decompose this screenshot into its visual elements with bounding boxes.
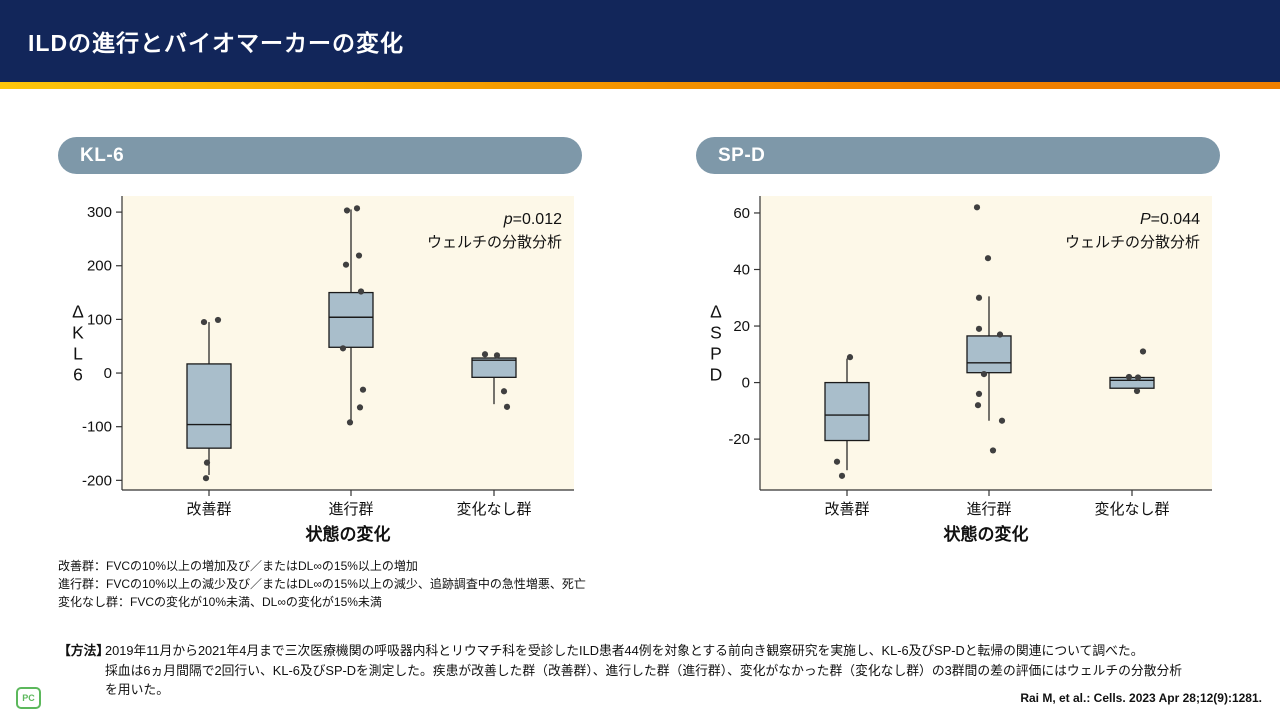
- svg-text:p=0.012: p=0.012: [503, 211, 562, 228]
- panel-header-kl6: KL-6: [58, 137, 582, 174]
- methods-line: 2019年11月から2021年4月まで三次医療機関の呼吸器内科とリウマチ科を受診…: [105, 643, 1144, 658]
- page-header: ILDの進行とバイオマーカーの変化: [0, 0, 1280, 82]
- svg-text:Δ: Δ: [710, 302, 722, 322]
- methods-block: 【方法】 2019年11月から2021年4月まで三次医療機関の呼吸器内科とリウマ…: [58, 641, 1280, 700]
- citation: Rai M, et al.: Cells. 2023 Apr 28;12(9):…: [1020, 691, 1262, 705]
- svg-text:20: 20: [733, 318, 750, 335]
- footnote-line: 変化なし群：FVCの変化が10%未満、DL∞の変化が15%未満: [58, 595, 382, 609]
- svg-text:進行群: 進行群: [328, 501, 373, 518]
- svg-text:改善群: 改善群: [824, 501, 869, 518]
- svg-text:変化なし群: 変化なし群: [456, 501, 531, 518]
- svg-text:状態の変化: 状態の変化: [944, 524, 1029, 544]
- svg-text:-100: -100: [82, 419, 112, 436]
- svg-text:6: 6: [73, 365, 83, 385]
- panel-header-spd: SP-D: [696, 137, 1220, 174]
- svg-text:100: 100: [87, 311, 112, 328]
- svg-text:進行群: 進行群: [966, 501, 1011, 518]
- svg-text:P=0.044: P=0.044: [1140, 211, 1200, 228]
- svg-text:40: 40: [733, 262, 750, 279]
- svg-text:-20: -20: [728, 431, 750, 448]
- pc-logo-text: PC: [22, 693, 35, 703]
- pc-logo: PC: [16, 687, 41, 709]
- svg-text:ウェルチの分散分析: ウェルチの分散分析: [1065, 234, 1200, 251]
- svg-text:0: 0: [742, 375, 750, 392]
- svg-text:変化なし群: 変化なし群: [1094, 501, 1169, 518]
- svg-text:D: D: [710, 365, 723, 385]
- svg-text:改善群: 改善群: [186, 501, 231, 518]
- spd-boxplot-chart: 60 40 20 0 -20 Δ S P D 改善群 進行群 変化なし群状態の変化 P=0.044 ウェル…: [696, 185, 1226, 557]
- panel-header-kl6-label: KL-6: [80, 144, 125, 166]
- methods-line: を用いた。: [105, 682, 169, 697]
- page-title: ILDの進行とバイオマーカーの変化: [28, 30, 405, 56]
- panel-header-spd-label: SP-D: [718, 144, 766, 166]
- group-definition-footnotes: 改善群：FVCの10%以上の増加及び／またはDL∞の15%以上の増加 進行群：F…: [58, 557, 586, 611]
- svg-text:S: S: [710, 323, 722, 343]
- footnote-line: 改善群：FVCの10%以上の増加及び／またはDL∞の15%以上の増加: [58, 559, 418, 573]
- header-accent-bar: [0, 82, 1280, 89]
- svg-text:状態の変化: 状態の変化: [306, 524, 391, 544]
- svg-text:300: 300: [87, 204, 112, 221]
- footnote-line: 進行群：FVCの10%以上の減少及び／またはDL∞の15%以上の減少、追跡調査中…: [58, 577, 586, 591]
- kl6-boxplot-chart: 300 200 100 0 -100 -200 Δ K L 6 改善群 進行群 変化なし群状態の変化 p=…: [58, 185, 588, 557]
- svg-text:ウェルチの分散分析: ウェルチの分散分析: [427, 234, 562, 251]
- svg-text:200: 200: [87, 258, 112, 275]
- svg-text:Δ: Δ: [72, 302, 84, 322]
- svg-text:P: P: [710, 344, 722, 364]
- methods-line: 採血は6ヵ月間隔で2回行い、KL-6及びSP-Dを測定した。疾患が改善した群（改…: [105, 662, 1183, 678]
- svg-text:0: 0: [104, 365, 112, 382]
- methods-label: 【方法】: [58, 643, 110, 658]
- svg-text:K: K: [72, 323, 84, 343]
- svg-text:60: 60: [733, 205, 750, 222]
- svg-text:L: L: [73, 344, 83, 364]
- svg-text:-200: -200: [82, 472, 112, 489]
